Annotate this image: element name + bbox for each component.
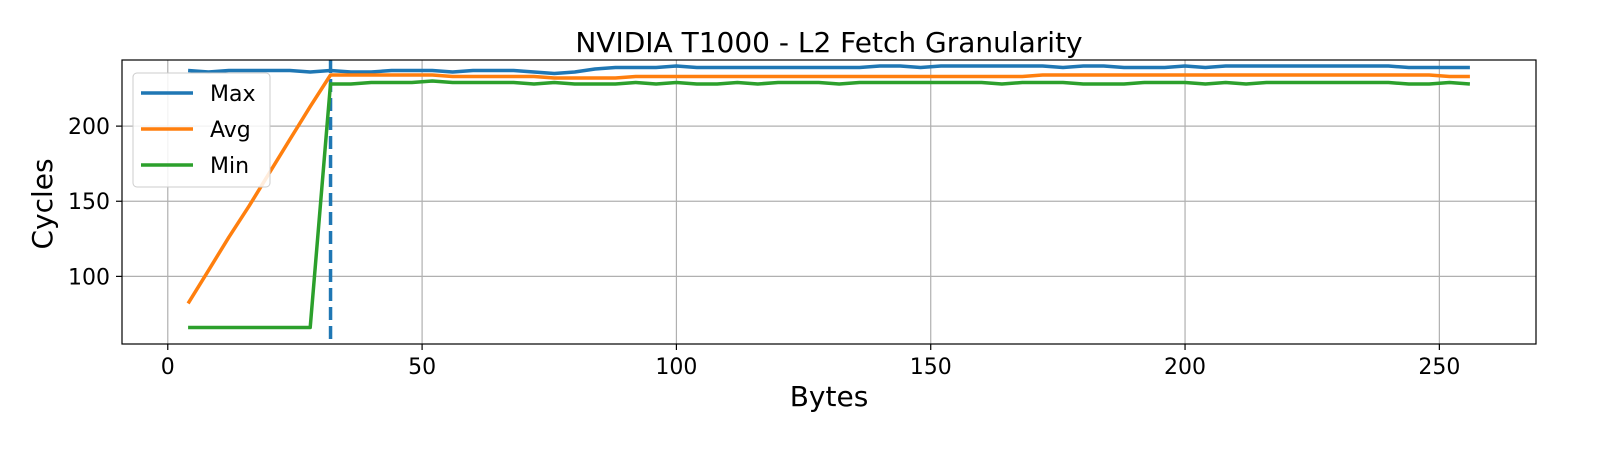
x-tick-label: 50 [408,355,436,380]
y-tick-label: 150 [68,190,110,215]
x-tick-label: 200 [1164,355,1206,380]
legend-box [132,72,271,188]
plot-frame [121,59,1537,345]
chart-title: NVIDIA T1000 - L2 Fetch Granularity [575,26,1082,59]
x-tick-label: 100 [655,355,697,380]
x-tick-label: 250 [1418,355,1460,380]
series-group [186,64,1471,330]
y-tick-label: 200 [68,115,110,140]
series-line-max [187,64,1470,76]
grid [122,60,1536,344]
legend-label-min: Min [210,154,249,179]
legend-label-max: Max [210,82,255,107]
x-axis-label: Bytes [790,380,869,413]
series-line-min [188,79,1471,330]
x-axis: 0 50 100 150 200 250 [161,344,1460,380]
x-tick-label: 0 [161,355,175,380]
series-line-avg [186,73,1470,305]
y-tick-label: 100 [68,265,110,290]
legend-label-avg: Avg [210,118,251,143]
x-tick-label: 150 [910,355,952,380]
legend: Max Avg Min [132,72,271,188]
y-axis-label: Cycles [26,158,59,249]
y-axis: 100 150 200 [68,115,122,290]
